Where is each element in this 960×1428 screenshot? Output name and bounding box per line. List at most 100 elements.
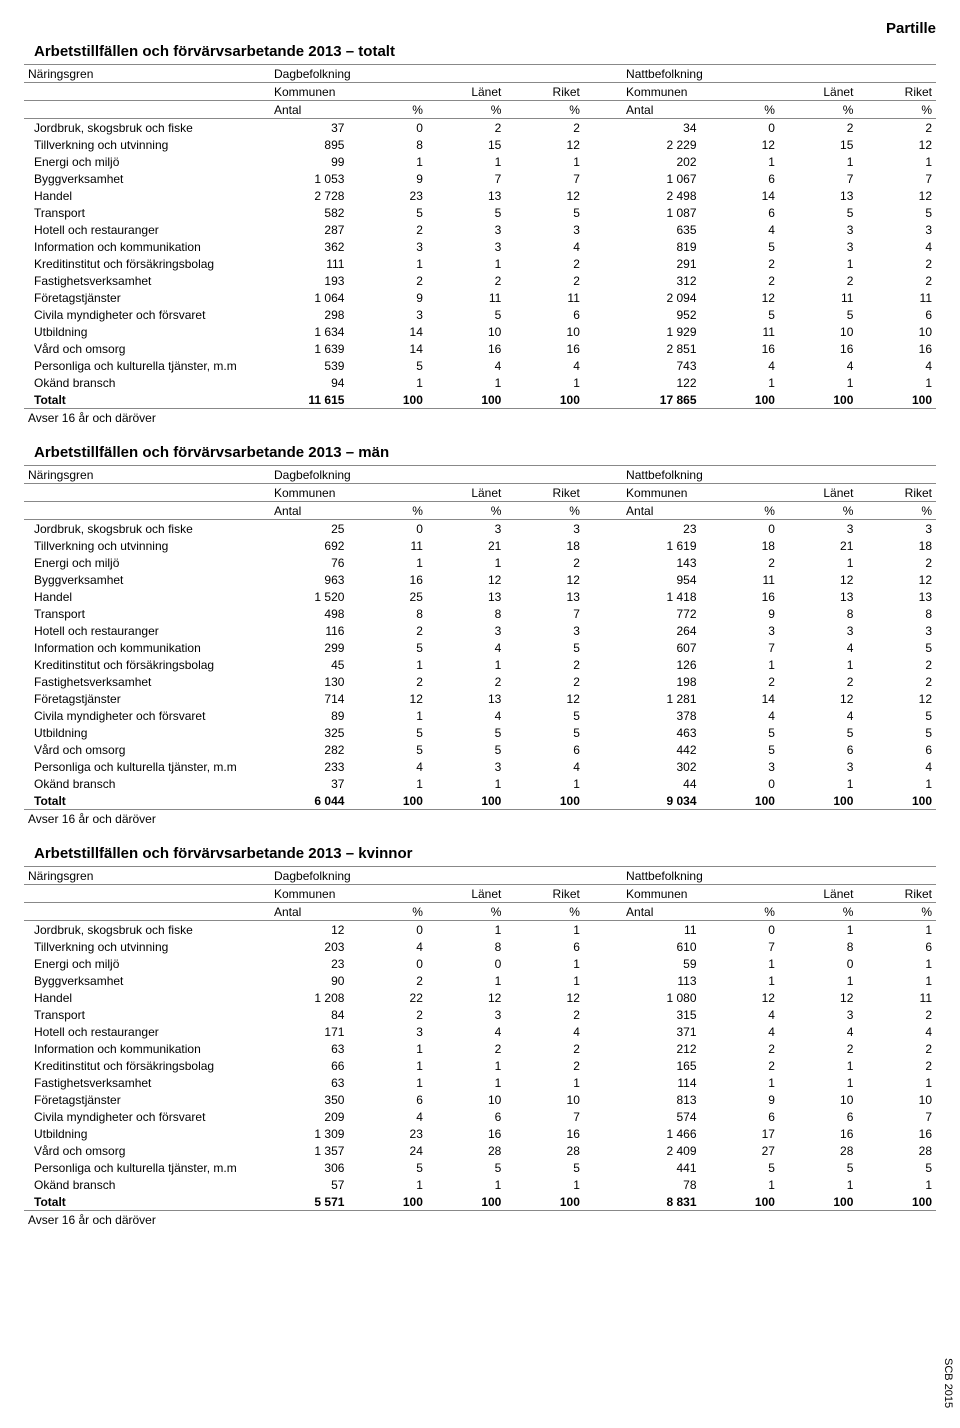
cell-value: 4	[701, 221, 779, 238]
cell-value: 1	[857, 921, 936, 939]
col-pct: %	[427, 101, 505, 119]
cell-value: 819	[622, 238, 700, 255]
row-label: Civila myndigheter och försvaret	[24, 1108, 270, 1125]
table-row: Hotell och restauranger287233 635433	[24, 221, 936, 238]
cell-value: 11	[701, 571, 779, 588]
cell-value: 2	[779, 119, 857, 137]
cell-value: 1	[427, 972, 505, 989]
cell-value: 315	[622, 1006, 700, 1023]
cell-value: 1	[779, 255, 857, 272]
col-riket: Riket	[857, 484, 936, 502]
table-row: Personliga och kulturella tjänster, m.m5…	[24, 357, 936, 374]
cell-value: 1	[779, 1057, 857, 1074]
cell-value: 2	[857, 119, 936, 137]
table-row: Företagstjänster1 06491111 2 094121111	[24, 289, 936, 306]
data-table: NäringsgrenDagbefolkningNattbefolkningKo…	[24, 465, 936, 827]
cell-value: 2	[427, 272, 505, 289]
cell-value: 8	[348, 605, 426, 622]
cell-value: 84	[270, 1006, 348, 1023]
table-row: Transport84232 315432	[24, 1006, 936, 1023]
table-footnote: Avser 16 år och däröver	[24, 1211, 936, 1229]
cell-value: 1	[779, 656, 857, 673]
cell-value: 63	[270, 1074, 348, 1091]
cell-value: 0	[348, 520, 426, 538]
cell-value: 4	[701, 1006, 779, 1023]
table-row: Utbildning1 309231616 1 466171616	[24, 1125, 936, 1142]
table-row: Handel1 520251313 1 418161313	[24, 588, 936, 605]
row-label: Hotell och restauranger	[24, 622, 270, 639]
table-row: Civila myndigheter och försvaret89145 37…	[24, 707, 936, 724]
cell-value: 2 851	[622, 340, 700, 357]
cell-value: 5	[348, 741, 426, 758]
row-label: Fastighetsverksamhet	[24, 272, 270, 289]
cell-value: 6	[857, 938, 936, 955]
cell-value: 1	[348, 554, 426, 571]
cell-value: 5	[701, 724, 779, 741]
row-label: Handel	[24, 187, 270, 204]
cell-value: 442	[622, 741, 700, 758]
col-antal: Antal	[270, 502, 348, 520]
cell-value: 4	[857, 1023, 936, 1040]
cell-value: 66	[270, 1057, 348, 1074]
cell-value: 2	[348, 622, 426, 639]
table-section: Arbetstillfällen och förvärvsarbetande 2…	[24, 845, 936, 1228]
row-label: Personliga och kulturella tjänster, m.m	[24, 357, 270, 374]
cell-value: 5	[701, 741, 779, 758]
cell-value: 2	[505, 1057, 584, 1074]
cell-value: 1	[779, 1074, 857, 1091]
cell-value: 4	[427, 1023, 505, 1040]
col-riket: Riket	[505, 885, 584, 903]
cell-value: 59	[622, 955, 700, 972]
col-pct: %	[505, 502, 584, 520]
cell-value: 13	[427, 187, 505, 204]
table-row: Information och kommunikation362334 8195…	[24, 238, 936, 255]
cell-value: 3	[779, 622, 857, 639]
col-naringsgren: Näringsgren	[24, 867, 270, 885]
table-row: Okänd bransch37111 44011	[24, 775, 936, 792]
cell-value: 1	[348, 1074, 426, 1091]
col-lanet: Länet	[779, 885, 857, 903]
cell-value: 2 409	[622, 1142, 700, 1159]
cell-value: 7	[857, 170, 936, 187]
cell-value: 10	[857, 323, 936, 340]
cell-value: 2	[857, 1040, 936, 1057]
cell-value: 7	[427, 170, 505, 187]
cell-value: 1	[505, 1074, 584, 1091]
cell-value: 1	[857, 1176, 936, 1193]
cell-value: 2	[348, 972, 426, 989]
row-label: Civila myndigheter och försvaret	[24, 707, 270, 724]
table-row: Information och kommunikation63122 21222…	[24, 1040, 936, 1057]
cell-value: 1	[857, 153, 936, 170]
cell-value: 6 044	[270, 792, 348, 810]
col-kommunen: Kommunen	[622, 885, 779, 903]
cell-value: 4	[505, 238, 584, 255]
row-label: Tillverkning och utvinning	[24, 537, 270, 554]
cell-value: 116	[270, 622, 348, 639]
cell-value: 2	[505, 255, 584, 272]
row-label: Information och kommunikation	[24, 639, 270, 656]
cell-value: 12	[779, 989, 857, 1006]
cell-value: 100	[427, 391, 505, 409]
row-label: Jordbruk, skogsbruk och fiske	[24, 921, 270, 939]
row-label: Vård och omsorg	[24, 340, 270, 357]
cell-value: 1 619	[622, 537, 700, 554]
col-naringsgren: Näringsgren	[24, 65, 270, 83]
col-pct: %	[857, 101, 936, 119]
cell-value: 122	[622, 374, 700, 391]
cell-value: 4	[505, 758, 584, 775]
cell-value: 1	[427, 1057, 505, 1074]
row-label: Kreditinstitut och försäkringsbolag	[24, 1057, 270, 1074]
row-label: Företagstjänster	[24, 289, 270, 306]
row-label: Byggverksamhet	[24, 972, 270, 989]
cell-value: 11	[505, 289, 584, 306]
cell-value: 8	[779, 938, 857, 955]
cell-value: 11	[857, 989, 936, 1006]
cell-value: 2 094	[622, 289, 700, 306]
table-row: Energi och miljö99111 202111	[24, 153, 936, 170]
cell-value: 21	[427, 537, 505, 554]
row-label: Tillverkning och utvinning	[24, 136, 270, 153]
row-label: Totalt	[24, 792, 270, 810]
cell-value: 3	[779, 238, 857, 255]
cell-value: 2	[505, 1040, 584, 1057]
cell-value: 1 087	[622, 204, 700, 221]
